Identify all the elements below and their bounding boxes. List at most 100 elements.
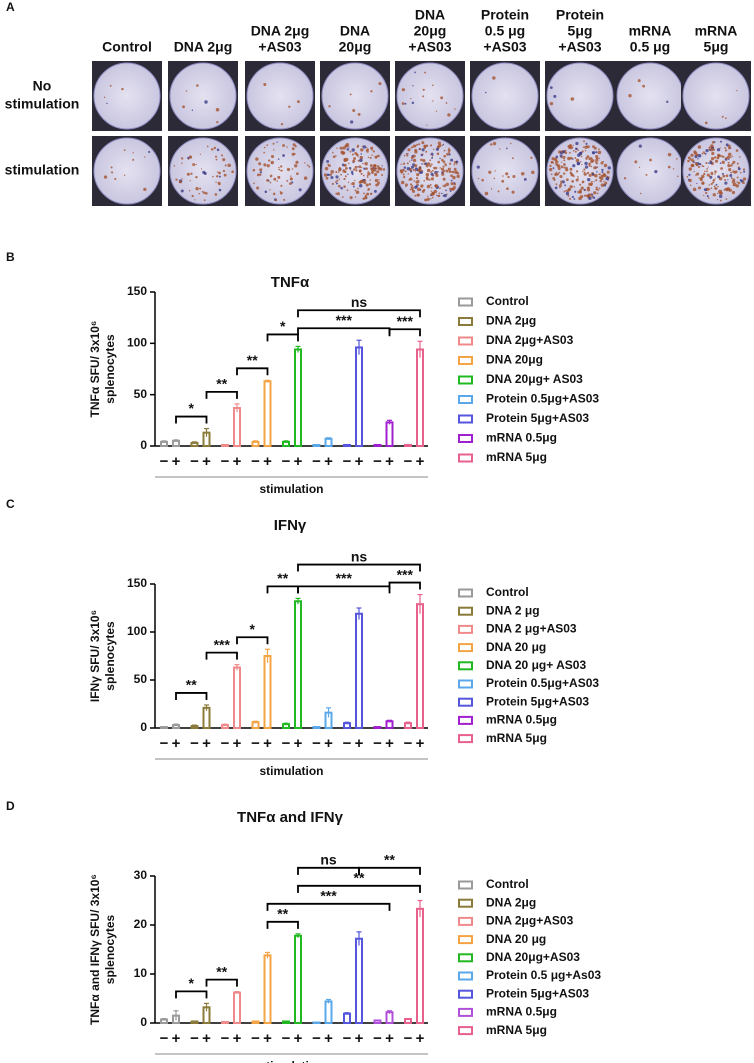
spot — [371, 149, 373, 151]
x-tick-label: − — [190, 1030, 199, 1047]
spot — [494, 170, 496, 172]
spot — [110, 166, 113, 169]
spot — [742, 181, 745, 185]
spot — [692, 187, 697, 192]
spot — [591, 151, 596, 155]
spot — [323, 173, 328, 177]
spot — [572, 164, 576, 168]
spot — [701, 152, 704, 155]
spot — [719, 199, 722, 202]
legend-swatch — [458, 297, 473, 307]
significance-bracket — [358, 866, 421, 875]
spot — [218, 175, 221, 178]
spot — [350, 183, 352, 185]
spot — [289, 177, 293, 181]
spot — [411, 101, 415, 105]
legend-label: mRNA 5μg — [486, 1023, 547, 1037]
spot — [416, 193, 420, 197]
well — [246, 62, 314, 130]
spot — [719, 147, 721, 149]
spot — [189, 179, 191, 182]
x-tick-label: + — [233, 453, 242, 470]
spot — [350, 171, 354, 174]
spot — [206, 145, 209, 148]
spot — [406, 154, 409, 157]
spot — [712, 193, 716, 197]
spot — [430, 190, 433, 192]
legend-swatch — [458, 1007, 473, 1017]
spot — [588, 164, 591, 167]
legend-swatch — [458, 880, 473, 890]
spot — [598, 157, 600, 160]
significance-bracket — [297, 563, 421, 572]
spot — [426, 162, 431, 166]
legend-label: mRNA 5μg — [486, 731, 547, 745]
spot — [731, 177, 733, 180]
spot — [358, 165, 362, 169]
spot — [591, 172, 595, 176]
spot — [654, 169, 658, 174]
spot — [217, 181, 221, 185]
spot — [677, 175, 679, 178]
panel-label: C — [6, 497, 15, 511]
spot — [564, 184, 567, 187]
spot — [697, 145, 702, 149]
spot — [364, 196, 368, 200]
spot — [603, 163, 608, 168]
spot — [442, 143, 445, 146]
bar — [233, 407, 241, 448]
spot — [437, 141, 442, 145]
spot — [584, 161, 588, 166]
spot — [355, 169, 358, 172]
spot — [362, 174, 365, 177]
spot — [421, 170, 424, 172]
significance-bracket — [297, 309, 421, 318]
legend-label: mRNA 5μg — [486, 450, 547, 464]
spot — [213, 146, 217, 150]
spot — [593, 146, 597, 150]
spot — [201, 190, 204, 193]
spot — [553, 157, 558, 162]
spot — [358, 169, 362, 173]
legend-label: DNA 2 μg+AS03 — [486, 622, 577, 636]
spot — [573, 185, 576, 188]
spot — [348, 162, 350, 165]
spot — [222, 169, 226, 173]
spot — [324, 166, 329, 171]
spot — [414, 169, 416, 171]
spot — [407, 173, 409, 175]
spot — [591, 193, 594, 196]
spot — [412, 168, 415, 172]
y-axis-label: splenocytes — [103, 914, 117, 984]
spot — [414, 148, 418, 152]
spot — [199, 153, 201, 155]
spot — [603, 173, 607, 177]
spot — [731, 190, 736, 195]
spot — [348, 146, 350, 148]
spot — [418, 143, 421, 146]
spot — [580, 194, 584, 199]
spot — [259, 171, 263, 174]
x-tick-label: − — [404, 735, 413, 752]
spot — [181, 162, 183, 164]
spot — [431, 84, 434, 87]
spot — [346, 189, 349, 192]
spot — [730, 164, 733, 167]
spot — [605, 176, 610, 181]
spot — [132, 158, 135, 161]
spot — [455, 163, 458, 165]
spot — [499, 148, 501, 150]
spot — [431, 156, 434, 159]
spot — [601, 171, 604, 174]
spot — [216, 175, 219, 178]
column-header: 0.5 μg — [630, 39, 670, 55]
spot — [719, 191, 723, 195]
spot — [710, 171, 714, 175]
spot — [582, 170, 584, 172]
bar — [202, 706, 211, 730]
spot — [446, 193, 448, 195]
spot — [447, 113, 451, 117]
significance-bracket — [297, 327, 391, 336]
spot — [451, 170, 455, 174]
y-axis-label: TNFα and IFNγ SFU/ 3x10⁶ — [88, 874, 102, 1025]
